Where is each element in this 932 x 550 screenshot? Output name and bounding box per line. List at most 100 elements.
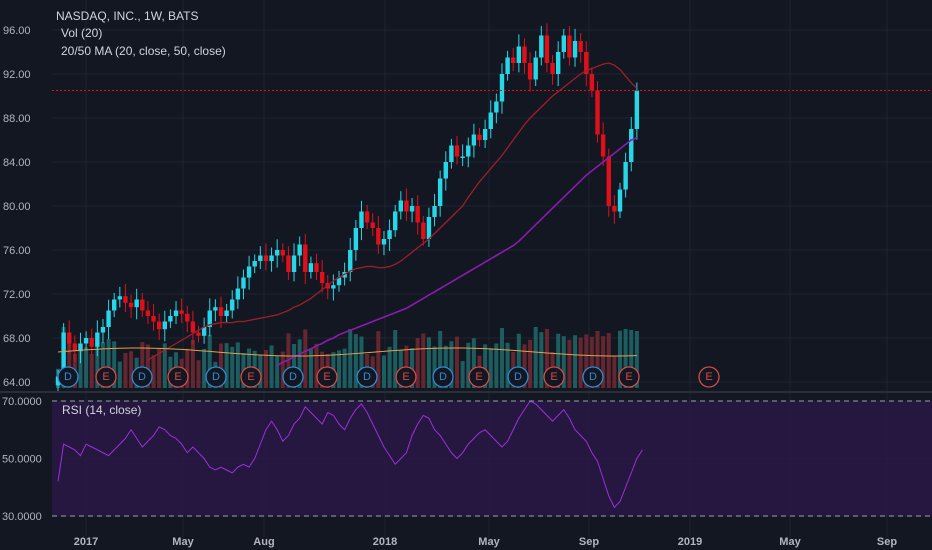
candle-body [629,129,634,162]
volume-bar [218,343,223,388]
time-tick-label: May [172,536,194,548]
candles[interactable] [55,23,640,392]
event-circle [543,366,565,388]
volume-bar [421,333,426,388]
dividend-marker[interactable]: D [131,366,153,388]
volume-bar [381,355,386,388]
volume-bar [488,348,493,388]
volume-bar [157,347,162,388]
candle-body [156,321,162,330]
price-tick-label: 64.00 [3,377,31,389]
candle-body [409,206,415,212]
volume-ma-line [57,347,637,357]
volume-bar [185,348,190,388]
event-label: D [212,371,220,383]
rsi-band [52,401,932,516]
volume-bar [516,333,521,388]
candle-body [106,310,111,327]
candle-body [612,206,617,212]
candle-body [589,74,595,91]
candle-body [477,134,482,140]
candle-body [258,255,263,261]
event-circle [507,366,529,388]
earnings-marker[interactable]: E [543,366,565,388]
candle-body [460,156,465,158]
candle-body [224,310,229,316]
price-axis[interactable]: 64.00 68.00 72.00 76.00 80.00 84.00 88.00 92.00… [3,25,31,389]
candle-body [314,263,319,272]
earnings-marker[interactable]: E [316,366,338,388]
event-label: E [705,371,712,383]
dividend-marker[interactable]: D [582,366,604,388]
volume-bar [151,355,156,388]
rsi-axis[interactable]: 30.0000 50.0000 70.0000 [2,396,42,523]
candle-body [61,332,66,377]
candle-body [190,321,196,333]
volume-bar [297,339,302,388]
volume-bar [483,344,488,388]
volume-bar [387,346,392,388]
volume-bar [162,343,167,388]
time-axis[interactable]: 2017 May Aug 2018 May Sep 2019 May Sep [74,536,898,548]
candle-body [319,272,325,283]
volume-bar [100,342,105,388]
volume-bar [556,333,561,388]
dividend-marker[interactable]: D [205,366,227,388]
volume-bar [601,336,606,388]
candle-body [421,222,426,239]
candle-body [471,134,477,146]
candle-body [123,296,128,303]
candle-body [522,46,527,63]
time-tick-label: Aug [253,536,274,548]
candle-body [134,299,139,308]
volume-bar [275,356,280,388]
dividend-marker[interactable]: D [282,366,304,388]
event-circle [582,366,604,388]
earnings-marker[interactable]: E [698,366,720,388]
dividend-marker[interactable]: D [356,366,378,388]
time-tick-label: May [478,536,500,548]
candle-body [359,211,364,228]
candle-body [572,41,578,58]
event-circle [131,366,153,388]
price-tick-label: 88.00 [3,113,31,125]
candle-body [415,206,420,223]
dividend-marker[interactable]: D [57,366,79,388]
earnings-marker[interactable]: E [618,366,640,388]
volume-bar [235,342,240,388]
event-label: E [102,371,109,383]
candle-body [449,145,454,162]
candle-body [437,178,443,206]
earnings-marker[interactable]: E [167,366,189,388]
candle-body [218,307,224,316]
candle-body [505,57,510,74]
earnings-marker[interactable]: E [395,366,417,388]
candle-body [173,310,179,316]
candle-body [555,52,561,74]
event-circle [240,366,262,388]
time-tick-label: 2017 [74,536,98,548]
event-label: D [439,371,447,383]
candle-body [544,35,550,63]
price-tick-label: 92.00 [3,69,31,81]
volume-bar [415,338,420,388]
ma50-line [276,137,638,367]
volume-bar [123,353,128,388]
volume-bar [117,361,122,388]
earnings-marker[interactable]: E [240,366,262,388]
volume-bar [561,336,566,388]
candle-body [600,134,606,157]
earnings-marker[interactable]: E [468,366,490,388]
volume-bar [67,339,72,388]
event-circle [432,366,454,388]
volume-bar [438,331,443,388]
candle-body [443,162,448,179]
dividend-marker[interactable]: D [432,366,454,388]
dividend-marker[interactable]: D [507,366,529,388]
volume-bar [348,329,353,388]
earnings-marker[interactable]: E [95,366,117,388]
price-tick-label: 96.00 [3,25,31,37]
volume-bar [308,348,313,388]
